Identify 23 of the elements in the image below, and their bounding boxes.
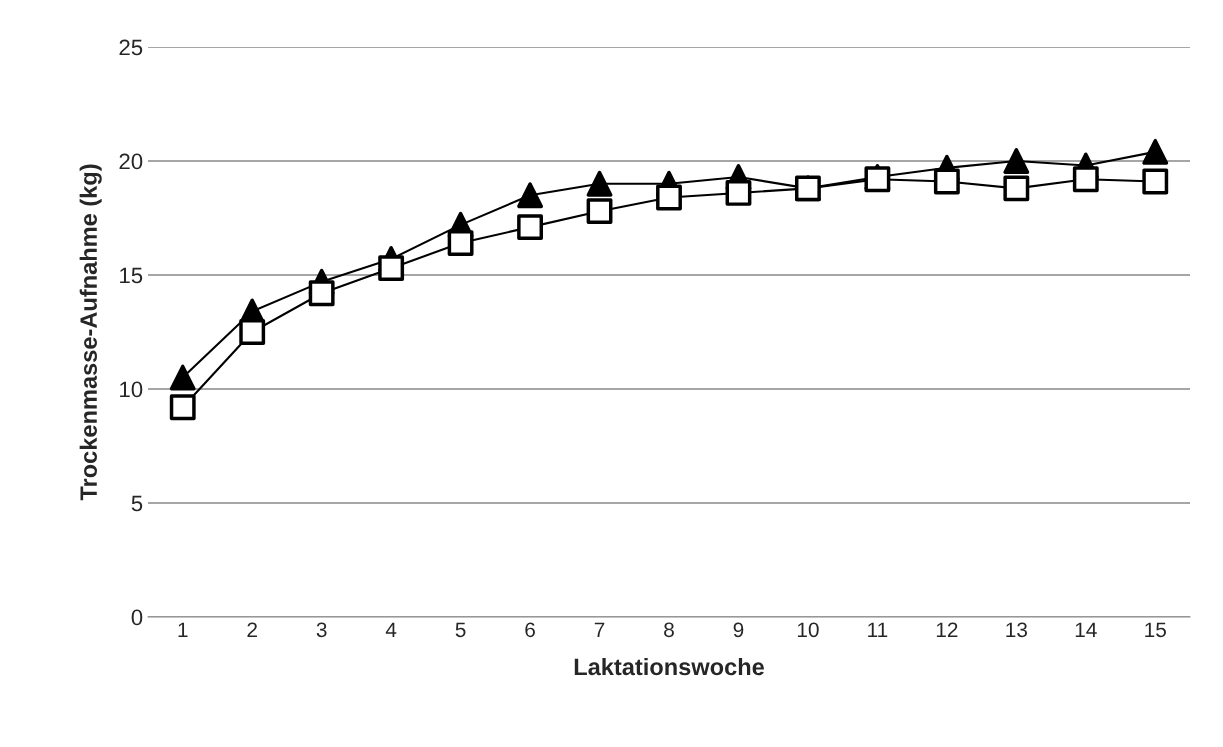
x-tick-label: 5 xyxy=(455,622,466,638)
y-tick-label: 15 xyxy=(120,267,143,284)
x-tick-label: 14 xyxy=(1075,622,1097,637)
x-tick-label: 3 xyxy=(316,622,327,638)
x-tick-label: 7 xyxy=(594,622,605,637)
x-tick-label: 11 xyxy=(868,622,888,637)
x-tick-label: 8 xyxy=(664,622,674,638)
y-tick-label: 10 xyxy=(120,381,143,398)
x-tick-label: 10 xyxy=(797,622,819,638)
x-tick-label: 4 xyxy=(385,622,397,637)
x-tick-label: 12 xyxy=(936,622,958,637)
y-tick-label: 0 xyxy=(131,609,143,626)
x-tick-label: 1 xyxy=(178,622,188,637)
y-tick-label: 5 xyxy=(131,495,143,512)
x-tick-label: 13 xyxy=(1006,622,1028,638)
y-tick-label: 25 xyxy=(119,39,143,56)
x-tick-label: 15 xyxy=(1145,622,1166,638)
x-tick-label: 9 xyxy=(733,622,744,638)
x-tick-label: 6 xyxy=(525,622,535,638)
y-axis-title: Trockenmasse-Aufnahme (kg) xyxy=(79,164,102,501)
x-tick-label: 2 xyxy=(247,622,257,637)
y-tick-label: 20 xyxy=(119,153,143,170)
x-axis-title: Laktationswoche xyxy=(574,657,764,676)
